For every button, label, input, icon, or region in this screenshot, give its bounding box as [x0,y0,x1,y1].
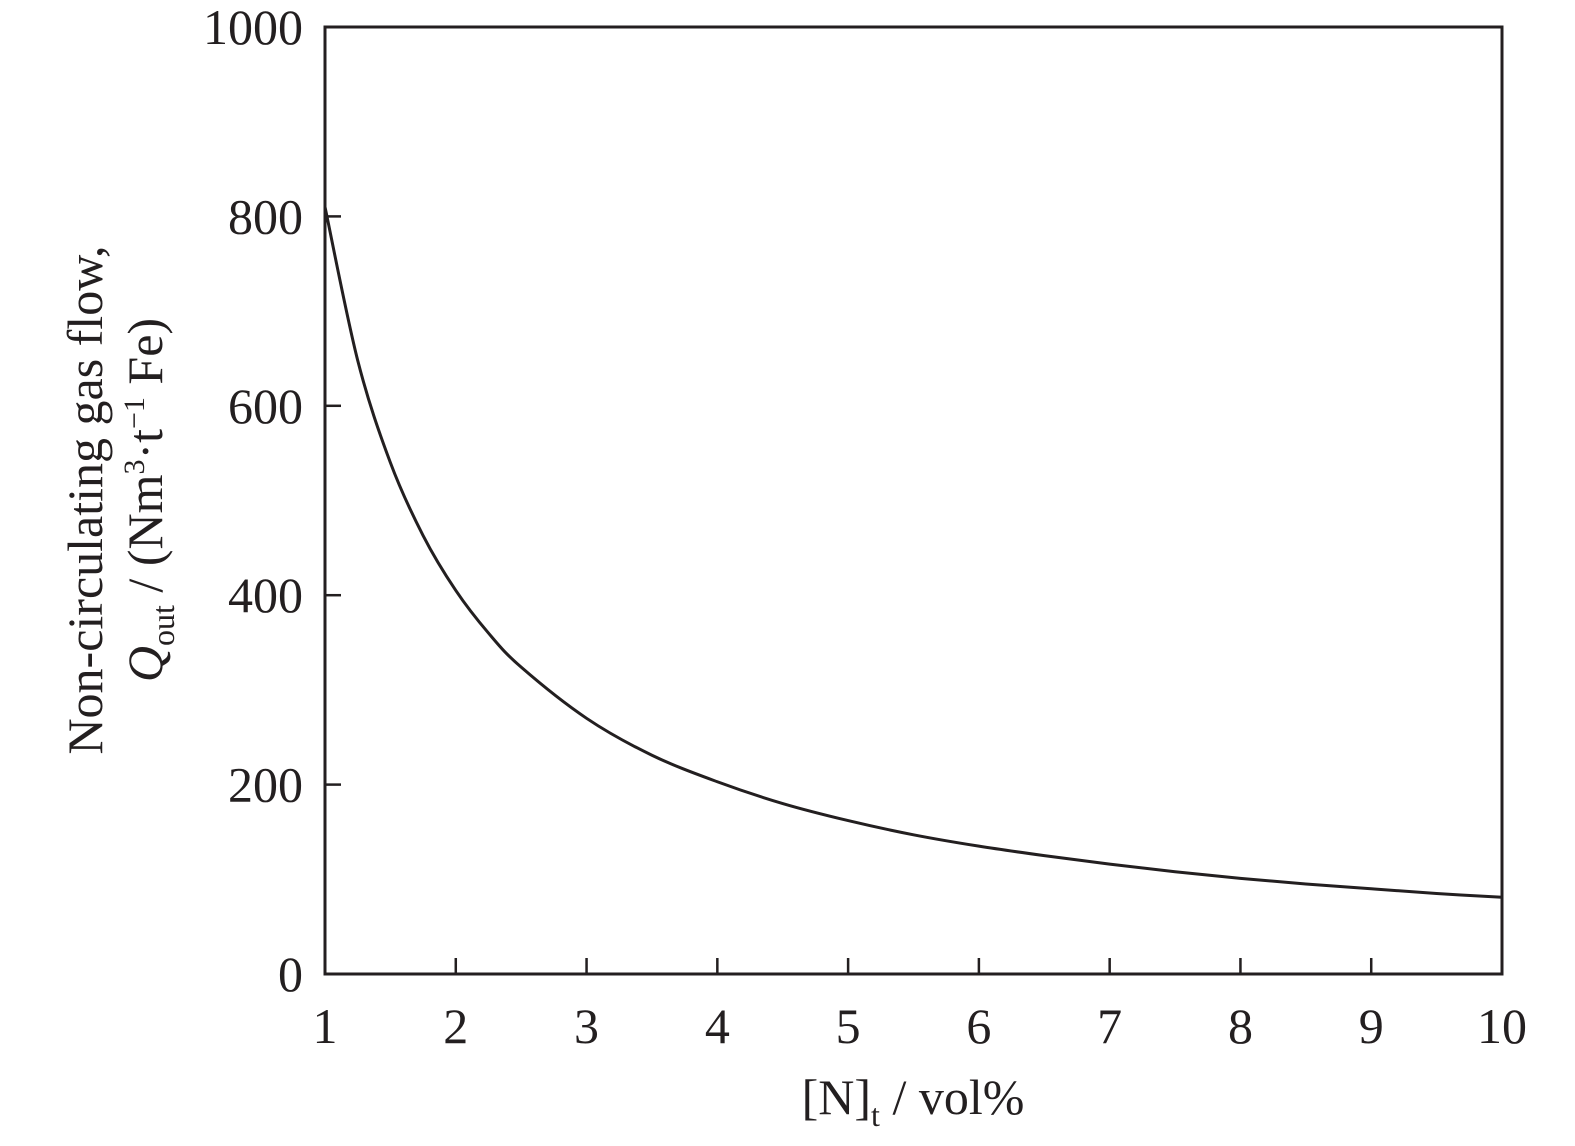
y-axis-label-line2: Qout / (Nm3·t−1 Fe) [117,318,181,682]
plot-area [323,25,1504,976]
x-tick-label: 5 [836,998,861,1054]
x-axis-label: [N]t / vol% [802,1069,1025,1133]
x-tick-label: 6 [966,998,991,1054]
y-axis-label-dot: ·t [117,429,173,460]
y-axis-label-q-sub: out [145,605,181,646]
y-axis-label-line1: Non-circulating gas flow, [57,245,113,754]
y-axis-label-mid: / (Nm [117,474,173,605]
x-tick-label: 3 [574,998,599,1054]
x-tick-label: 10 [1477,998,1527,1054]
y-axis-ticks: 0 200 400 600 800 1000 [203,0,341,1002]
x-tick-label: 9 [1359,998,1384,1054]
series-layer [323,206,1503,899]
x-tick-label: 1 [313,998,338,1054]
series-line [323,206,1503,899]
x-axis-label-main: [N] [802,1069,871,1125]
y-axis-label-sup1: 3 [118,460,151,475]
y-tick-label: 800 [228,188,303,244]
y-tick-label: 400 [228,567,303,623]
x-axis-ticks: 1 2 3 4 5 6 7 8 9 10 [313,958,1527,1054]
x-tick-label: 4 [705,998,730,1054]
y-axis-label-sup2: −1 [118,397,151,429]
plot-frame [323,25,1504,976]
x-tick-label: 8 [1228,998,1253,1054]
x-tick-label: 2 [443,998,468,1054]
x-tick-label: 7 [1097,998,1122,1054]
y-tick-label: 200 [228,757,303,813]
x-axis-label-rest: / vol% [880,1069,1024,1125]
y-axis-label-q: Q [117,646,173,682]
x-axis-label-sub: t [871,1097,880,1133]
y-tick-label: 600 [228,378,303,434]
y-axis-label: Non-circulating gas flow, Qout / (Nm3·t−… [57,245,181,754]
y-tick-label: 1000 [203,0,303,55]
y-tick-label: 0 [278,946,303,1002]
y-axis-label-tail: Fe) [117,318,173,397]
